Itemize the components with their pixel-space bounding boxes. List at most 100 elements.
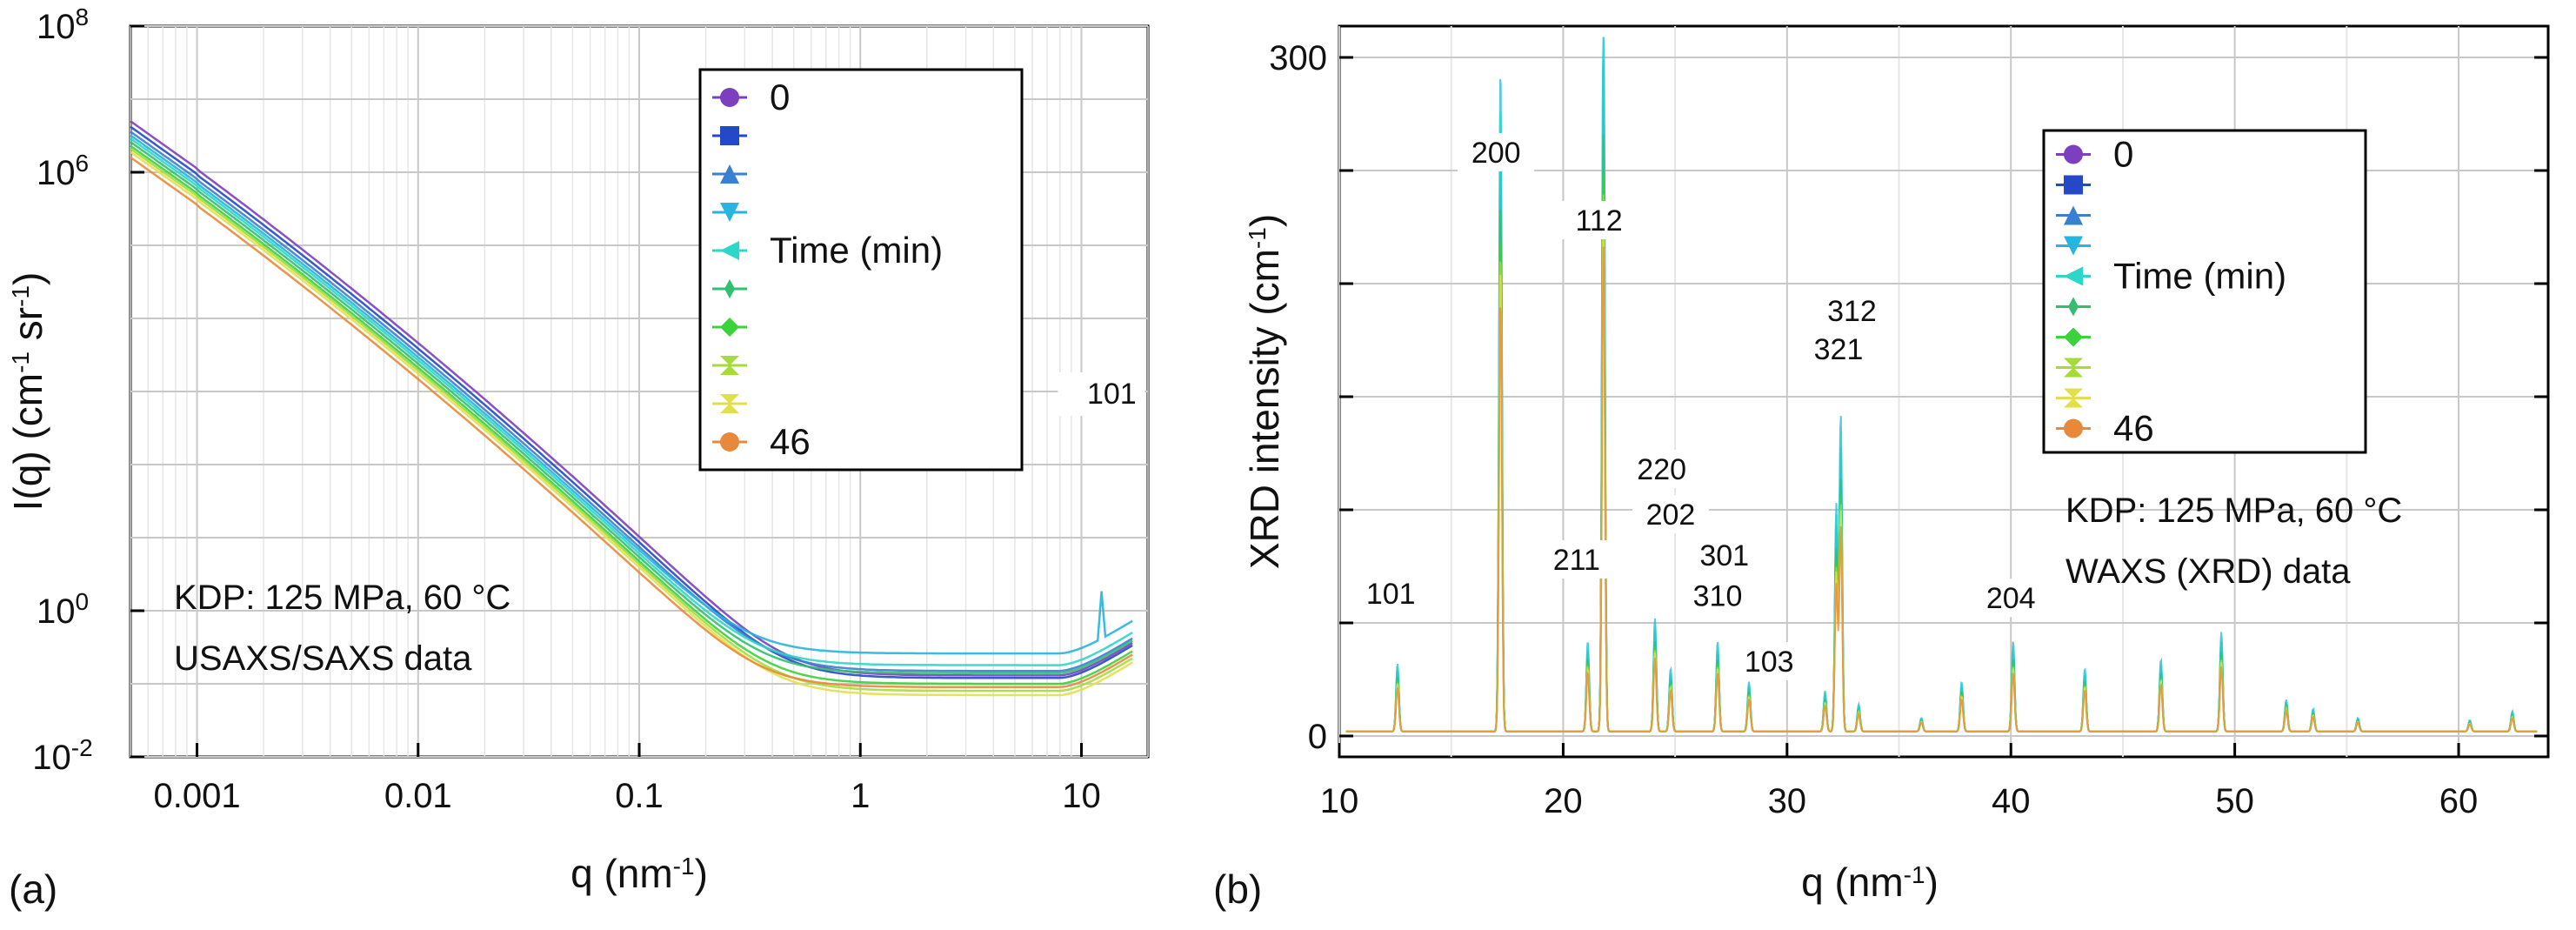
saxs-x-tick-label: 0.1 bbox=[615, 777, 664, 815]
xrd-peak-label-bg bbox=[1731, 642, 1808, 680]
legend-title: Time (min) bbox=[770, 230, 943, 271]
legend-marker-icon bbox=[2068, 297, 2079, 317]
xrd-peak-label: 301 bbox=[1699, 539, 1749, 572]
saxs-y-tick-label: 108 bbox=[37, 3, 89, 47]
xrd-peak-label: 103 bbox=[1745, 646, 1794, 679]
xrd-peak-label-bg bbox=[1685, 535, 1763, 574]
xrd-x-tick-label: 50 bbox=[2215, 782, 2254, 820]
legend-marker-icon bbox=[2064, 205, 2083, 225]
legend-marker-icon bbox=[2064, 236, 2083, 256]
legend-marker-icon bbox=[720, 394, 739, 413]
saxs-series-line bbox=[130, 147, 1133, 692]
xrd-x-tick-label: 20 bbox=[1544, 782, 1583, 820]
xrd-x-tick-label: 30 bbox=[1768, 782, 1807, 820]
legend-marker-icon bbox=[720, 241, 739, 260]
xrd-peak-label-bg bbox=[1458, 133, 1535, 171]
saxs-x-tick-label: 0.01 bbox=[384, 777, 452, 815]
xrd-peak-label: 200 bbox=[1472, 137, 1521, 170]
xrd-peak-label-bg bbox=[1352, 574, 1430, 612]
xrd-peak-label: 312 bbox=[1827, 295, 1877, 328]
saxs-series-line bbox=[130, 120, 1133, 677]
legend-marker-icon bbox=[724, 279, 735, 298]
saxs-y-tick-label: 10-2 bbox=[32, 734, 92, 778]
saxs-peak-labels: 101 bbox=[1058, 372, 1145, 416]
saxs-y-tick-label: 106 bbox=[37, 150, 89, 193]
xrd-peak-label-bg bbox=[1679, 576, 1757, 615]
saxs-y-tick-label: 100 bbox=[37, 588, 89, 632]
legend-marker-icon bbox=[2064, 175, 2083, 195]
xrd-peak-label-bg bbox=[1538, 540, 1615, 579]
saxs-peak-label: 101 bbox=[1087, 378, 1137, 411]
saxs-series-line bbox=[130, 125, 1133, 679]
saxs-method-annotation: USAXS/SAXS data bbox=[174, 639, 472, 678]
legend-marker-icon bbox=[2064, 358, 2083, 378]
saxs-x-tick-label: 10 bbox=[1062, 777, 1101, 815]
legend-box bbox=[2042, 129, 2367, 454]
xrd-peak-label-bg bbox=[1813, 291, 1891, 330]
legend-first-label: 0 bbox=[2113, 134, 2133, 175]
xrd-ticks: 10 20 30 40 50 60 0 300 bbox=[1269, 39, 2548, 820]
legend-marker-icon bbox=[2064, 144, 2083, 164]
xrd-y-tick-label: 300 bbox=[1269, 39, 1327, 77]
legend-marker-icon bbox=[720, 164, 739, 184]
saxs-series-line bbox=[130, 144, 1133, 686]
legend-marker-icon bbox=[2064, 327, 2083, 347]
saxs-series-line bbox=[130, 134, 1133, 655]
legend-marker-icon bbox=[720, 356, 739, 375]
xrd-peak-label: 211 bbox=[1553, 544, 1600, 577]
xrd-x-tick-label: 60 bbox=[2439, 782, 2479, 820]
xrd-series bbox=[1345, 37, 2538, 733]
legend-last-label: 46 bbox=[2113, 408, 2154, 449]
legend-marker-icon bbox=[720, 88, 739, 107]
xrd-x-tick-label: 40 bbox=[1992, 782, 2031, 820]
saxs-legend: 0 Time (min) 46 bbox=[698, 68, 1024, 472]
legend-title: Time (min) bbox=[2113, 256, 2286, 297]
saxs-series bbox=[130, 120, 1133, 697]
legend-first-label: 0 bbox=[770, 77, 790, 117]
legend-marker-icon bbox=[720, 203, 739, 222]
xrd-peak-label: 220 bbox=[1637, 453, 1686, 486]
legend-marker-icon bbox=[2064, 418, 2083, 438]
xrd-x-axis-title: q (nm-1) bbox=[1801, 860, 1939, 905]
xrd-peak-label: 202 bbox=[1646, 498, 1696, 532]
xrd-x-tick-label: 10 bbox=[1320, 782, 1359, 820]
xrd-legend: 0 Time (min) 46 bbox=[2042, 129, 2367, 454]
saxs-series-line bbox=[130, 156, 1133, 689]
xrd-peak-label: 101 bbox=[1366, 578, 1416, 611]
xrd-sample-annotation: KDP: 125 MPa, 60 °C bbox=[2065, 492, 2402, 530]
saxs-y-axis-title: I(q) (cm-1 sr-1) bbox=[5, 272, 50, 512]
legend-marker-icon bbox=[720, 126, 739, 145]
xrd-peak-label-bg bbox=[1623, 450, 1700, 488]
xrd-peak-label: 204 bbox=[1986, 582, 2036, 615]
xrd-series-line bbox=[1345, 246, 2538, 733]
xrd-peak-label: 321 bbox=[1814, 333, 1864, 366]
saxs-x-axis-title: q (nm-1) bbox=[571, 851, 708, 896]
legend-marker-icon bbox=[2064, 388, 2083, 408]
saxs-peak-label-bg bbox=[1058, 372, 1145, 416]
xrd-peak-label-bg bbox=[1560, 201, 1638, 239]
xrd-y-tick-label: 0 bbox=[1308, 718, 1327, 756]
panel-label-a: (a) bbox=[9, 866, 57, 912]
saxs-series-line bbox=[130, 137, 1133, 666]
legend-marker-icon bbox=[720, 318, 739, 337]
xrd-chart-panel: 10 20 30 40 50 60 0 300 q (nm-1) XRD intensity … bbox=[1213, 24, 2550, 912]
xrd-peak-label-bg bbox=[1800, 330, 1878, 369]
xrd-y-axis-title: XRD intensity (cm-1) bbox=[1242, 214, 1287, 569]
legend-last-label: 46 bbox=[770, 421, 811, 462]
saxs-series-line bbox=[130, 130, 1133, 672]
saxs-x-tick-label: 1 bbox=[851, 777, 870, 815]
legend-box bbox=[698, 68, 1024, 472]
xrd-method-annotation: WAXS (XRD) data bbox=[2065, 552, 2351, 591]
xrd-peak-label: 310 bbox=[1693, 580, 1743, 613]
saxs-series-line bbox=[130, 151, 1133, 697]
saxs-sample-annotation: KDP: 125 MPa, 60 °C bbox=[174, 579, 511, 617]
xrd-peak-label-bg bbox=[1972, 579, 2050, 618]
legend-marker-icon bbox=[720, 432, 739, 452]
legend-marker-icon bbox=[2064, 266, 2083, 286]
panel-label-b: (b) bbox=[1213, 866, 1262, 912]
xrd-peak-label-bg bbox=[1632, 495, 1709, 533]
